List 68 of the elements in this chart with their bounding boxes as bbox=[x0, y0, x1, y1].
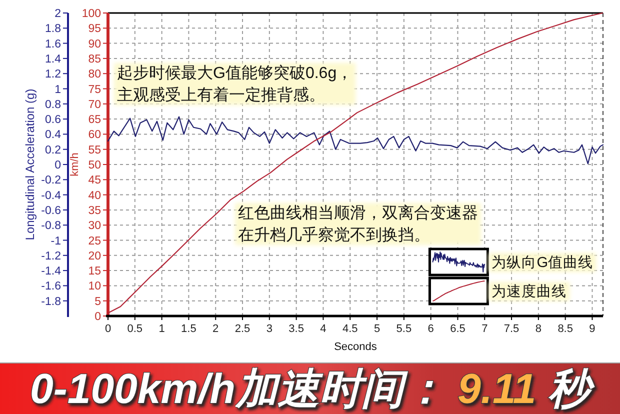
y2-axis-title: km/h bbox=[69, 152, 81, 176]
y2-tick-label: 40 bbox=[88, 190, 101, 202]
x-tick-label: 5 bbox=[374, 323, 380, 335]
legend-label: 为速度曲线 bbox=[492, 283, 567, 300]
y-tick-label: 0 bbox=[54, 160, 61, 172]
y-tick-label: -1.6 bbox=[41, 280, 61, 293]
y2-tick-label: 50 bbox=[88, 160, 101, 172]
y2-tick-label: 25 bbox=[88, 235, 101, 248]
x-tick-label: 3.5 bbox=[288, 323, 304, 335]
x-tick-label: 1 bbox=[158, 323, 165, 335]
y2-tick-label: 20 bbox=[88, 250, 101, 262]
y2-tick-label: 30 bbox=[88, 220, 101, 232]
y-tick-label: 0.2 bbox=[45, 144, 61, 156]
title-banner: 0-100km/h加速时间：9.11 秒 bbox=[0, 362, 620, 414]
x-tick-label: 0.5 bbox=[127, 323, 143, 335]
x-tick-label: 2 bbox=[212, 323, 219, 335]
annotation: 红色曲线相当顺滑，双离合变速器在升档几乎察觉不到换挡。 bbox=[235, 203, 481, 245]
y2-tick-label: 90 bbox=[88, 38, 101, 50]
x-tick-label: 9 bbox=[589, 323, 596, 335]
y2-tick-label: 75 bbox=[88, 84, 101, 96]
y2-tick-label: 85 bbox=[88, 53, 101, 66]
x-tick-label: 8.5 bbox=[558, 323, 573, 335]
y-tick-label: 1.8 bbox=[45, 23, 61, 36]
y-tick-label: -0.8 bbox=[41, 220, 61, 232]
y-tick-label: 1.2 bbox=[45, 68, 61, 81]
y2-tick-label: 60 bbox=[88, 129, 101, 142]
x-tick-label: 7 bbox=[482, 323, 488, 335]
y-tick-label: -0.2 bbox=[41, 174, 61, 187]
y-tick-label: 0.6 bbox=[45, 114, 61, 126]
x-tick-label: 5.5 bbox=[396, 323, 412, 335]
y-tick-label: 1 bbox=[54, 84, 61, 96]
x-tick-label: 0 bbox=[104, 323, 112, 335]
y-tick-label: -1 bbox=[50, 235, 61, 248]
y-tick-label: -0.4 bbox=[41, 190, 62, 202]
y2-tick-label: 5 bbox=[94, 296, 101, 308]
y-axis-title: Longitudinal Acceleration (g) bbox=[23, 88, 37, 240]
y2-tick-label: 100 bbox=[82, 8, 101, 20]
x-tick-label: 8 bbox=[535, 323, 542, 335]
y2-tick-label: 70 bbox=[88, 98, 101, 111]
y2-tick-label: 95 bbox=[88, 23, 101, 36]
x-tick-label: 6 bbox=[428, 323, 434, 335]
y2-tick-label: 35 bbox=[88, 204, 101, 217]
y-tick-label: 1.4 bbox=[45, 53, 62, 66]
x-tick-label: 4 bbox=[320, 323, 326, 335]
legend-label: 为纵向G值曲线 bbox=[492, 254, 593, 271]
x-tick-label: 7.5 bbox=[504, 323, 520, 335]
y2-tick-label: 65 bbox=[88, 114, 101, 126]
annotation: 起步时候最大G值能够突破0.6g，主观感受上有着一定推背感。 bbox=[114, 63, 356, 105]
y2-tick-label: 10 bbox=[88, 280, 101, 293]
y-tick-label: 2 bbox=[54, 8, 61, 20]
y2-tick-label: 55 bbox=[88, 144, 101, 156]
x-tick-label: 2.5 bbox=[234, 323, 250, 335]
x-tick-label: 1.5 bbox=[181, 323, 196, 335]
y2-tick-label: 45 bbox=[88, 174, 101, 187]
y-tick-label: 0.8 bbox=[45, 98, 61, 111]
y-tick-label: -1.4 bbox=[41, 266, 62, 278]
y2-tick-label: 80 bbox=[88, 68, 101, 81]
x-tick-label: 6.5 bbox=[450, 323, 466, 335]
y-tick-label: -0.6 bbox=[41, 204, 61, 217]
y-tick-label: -1.2 bbox=[41, 250, 61, 262]
y-tick-label: -1.8 bbox=[41, 296, 61, 308]
y2-tick-label: 0 bbox=[94, 311, 101, 323]
x-axis-title: Seconds bbox=[334, 341, 378, 353]
y-tick-label: 1.6 bbox=[45, 38, 61, 50]
x-tick-label: 3 bbox=[266, 323, 272, 335]
x-tick-label: 4.5 bbox=[342, 323, 358, 335]
y-tick-label: 0.4 bbox=[45, 129, 62, 142]
y2-tick-label: 15 bbox=[88, 266, 101, 278]
